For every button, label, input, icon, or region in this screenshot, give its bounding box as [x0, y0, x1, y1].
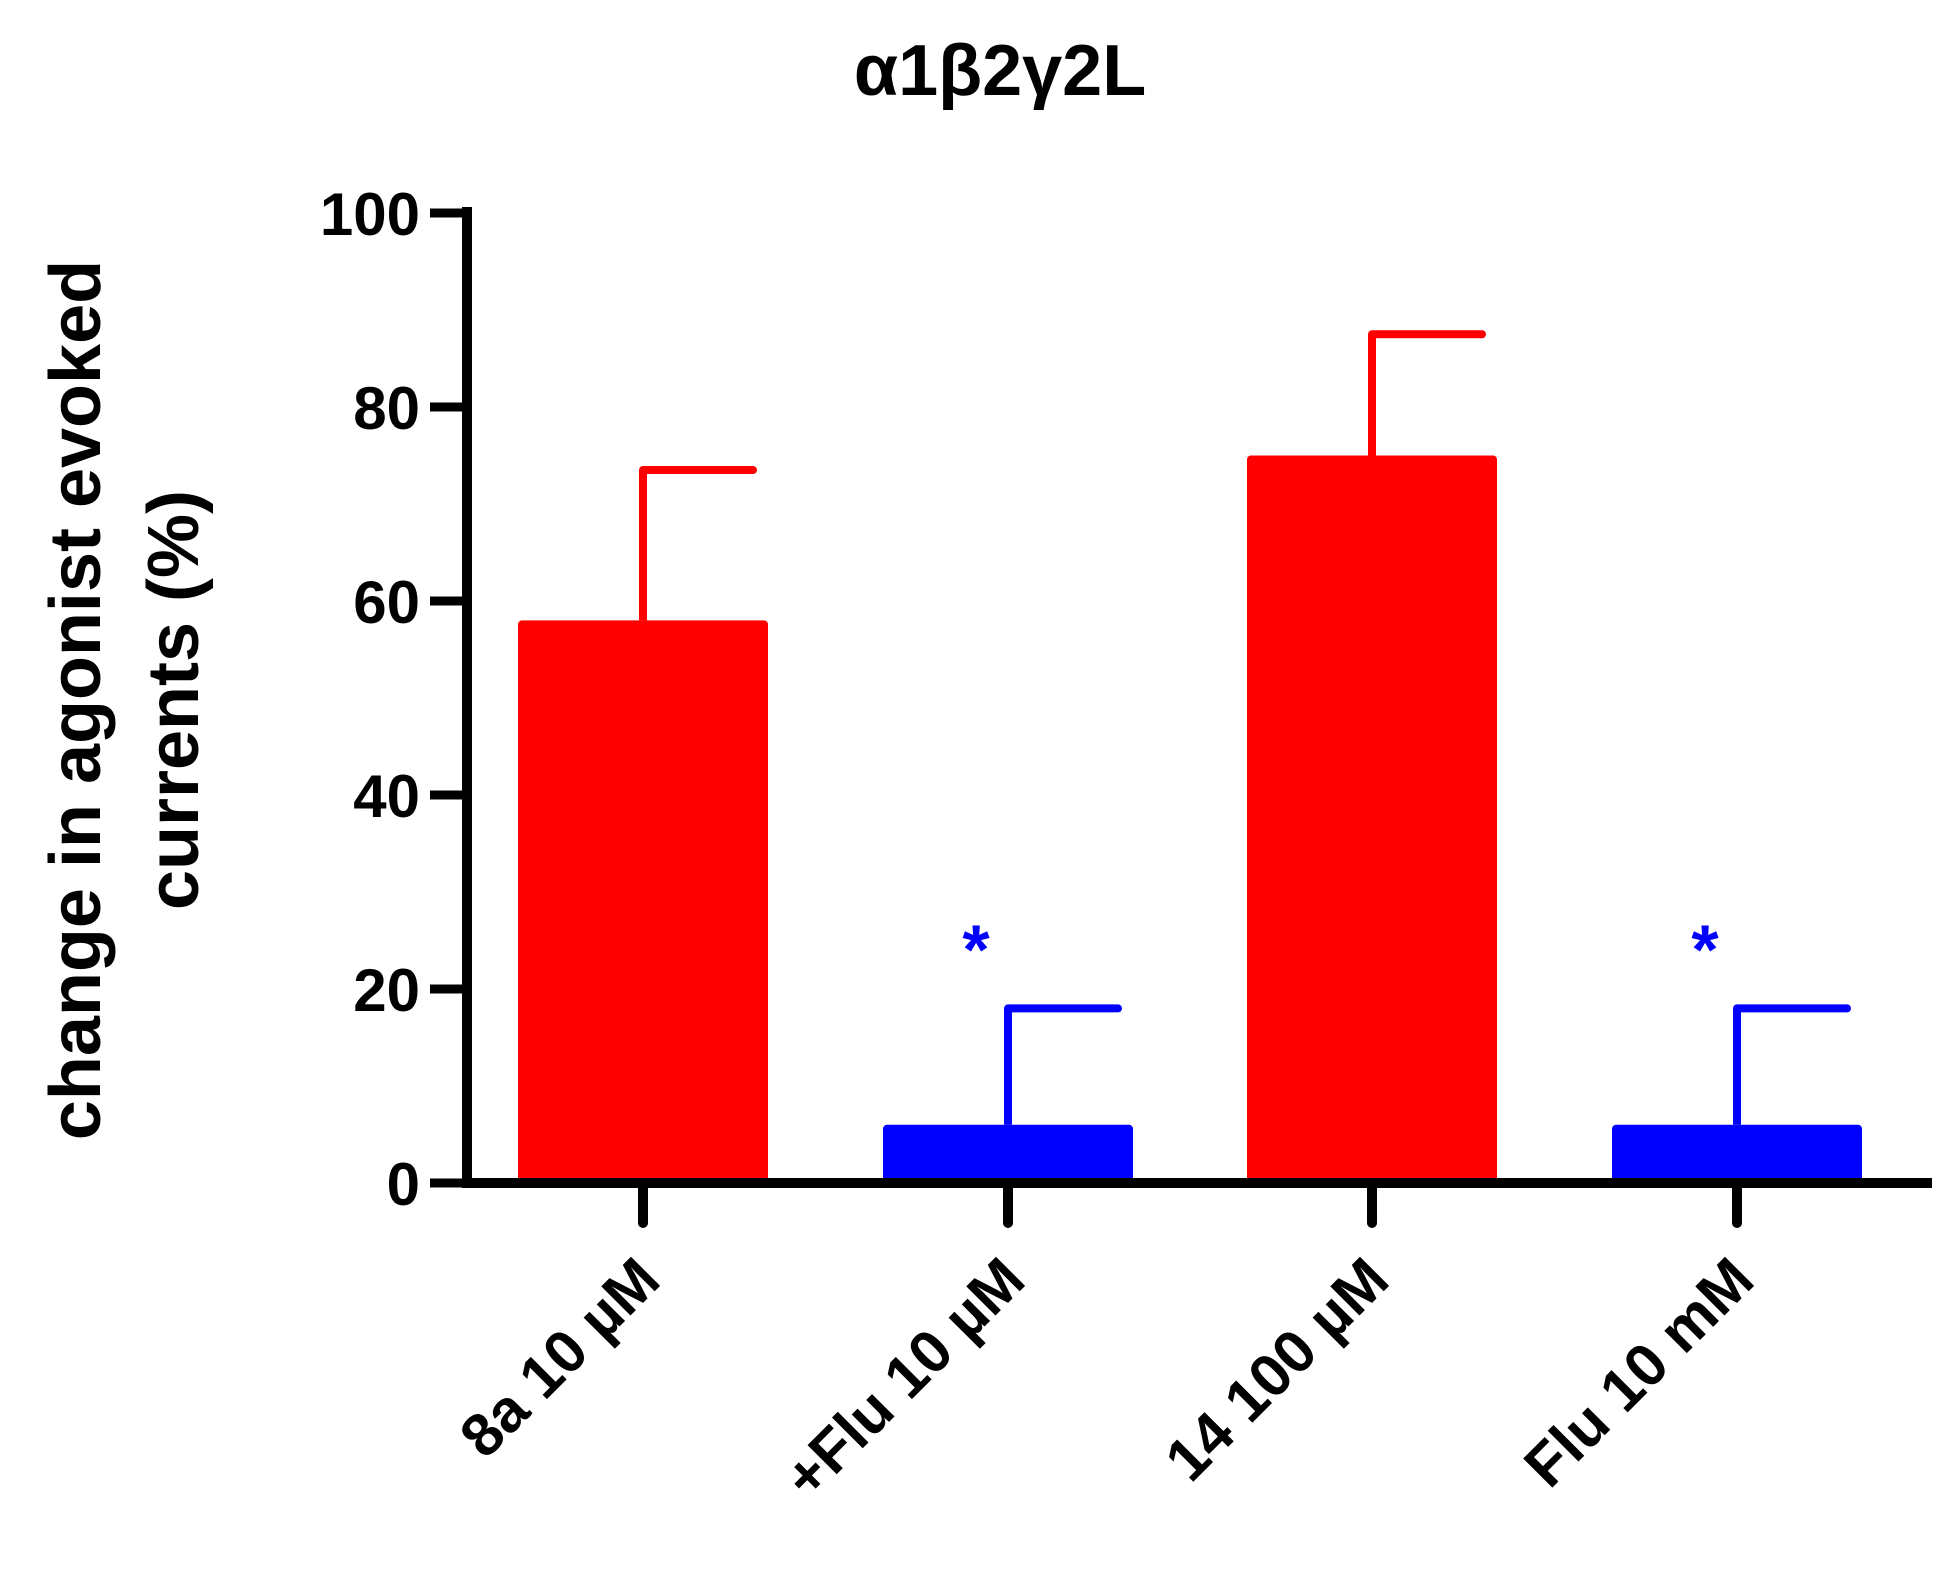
y-tick-label-0: 0: [387, 1151, 420, 1218]
y-axis-label-line-2: currents (%): [134, 490, 214, 910]
bar-4: [1612, 1124, 1862, 1183]
bar-2: [883, 1124, 1133, 1183]
bars: [518, 455, 1862, 1183]
significance-asterisk-4: *: [1691, 910, 1719, 988]
y-axis-label: change in agonist evoked currents (%): [36, 260, 214, 1140]
annotations: * *: [962, 910, 1719, 988]
x-tick-label-3: 14 100 µM: [1152, 1245, 1401, 1494]
chart-title: α1β2γ2L: [854, 31, 1146, 111]
x-ticks: 8a 10 µM +Flu 10 µM 14 100 µM Flu 10 mM: [447, 1178, 1766, 1511]
bar-3: [1247, 455, 1497, 1183]
y-tick-label-80: 80: [353, 375, 420, 442]
x-tick-label-4: Flu 10 mM: [1511, 1245, 1766, 1500]
x-tick-label-2: +Flu 10 µM: [771, 1245, 1037, 1511]
y-tick-label-40: 40: [353, 763, 420, 830]
x-tick-label-1: 8a 10 µM: [447, 1245, 672, 1470]
bar-1: [518, 620, 768, 1183]
significance-asterisk-2: *: [962, 910, 990, 988]
error-bars: [639, 330, 1851, 1125]
y-ticks: 0 20 40 60 80 100: [320, 181, 467, 1218]
y-tick-label-20: 20: [353, 957, 420, 1024]
y-tick-label-60: 60: [353, 569, 420, 636]
y-tick-label-100: 100: [320, 181, 420, 248]
y-axis-label-line-1: change in agonist evoked: [36, 260, 116, 1140]
